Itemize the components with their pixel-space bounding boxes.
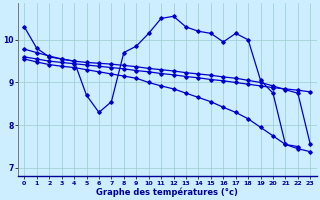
X-axis label: Graphe des températures (°c): Graphe des températures (°c): [96, 187, 238, 197]
